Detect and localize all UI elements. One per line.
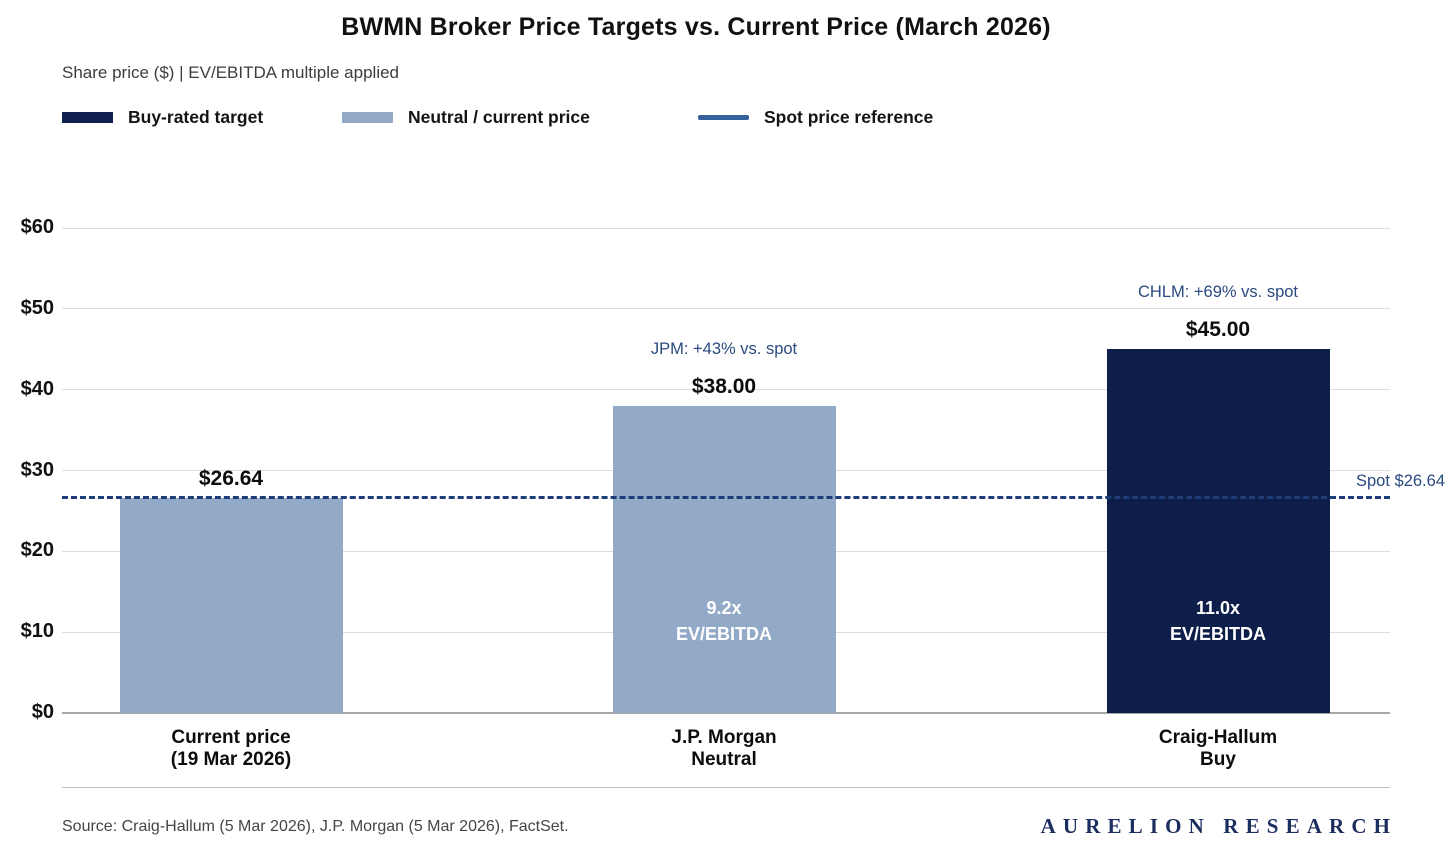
chart-title: BWMN Broker Price Targets vs. Current Pr… — [341, 13, 1051, 41]
y-tick-label: $10 — [20, 620, 54, 643]
buy-target-swatch-icon — [62, 111, 113, 123]
bar-neutral — [612, 405, 836, 713]
legend-item-spot-reference: Spot price reference — [698, 104, 933, 130]
legend-item-neutral-price: Neutral / current price — [342, 104, 590, 130]
footer-divider — [62, 787, 1390, 788]
bar-value-label: $38.00 — [691, 374, 757, 398]
y-tick-label: $60 — [20, 216, 54, 238]
legend-item-buy-target: Buy-rated target — [62, 104, 263, 130]
bar-broker-annotation: CHLM: +69% vs. spot — [1137, 283, 1299, 302]
gridline — [62, 308, 1390, 310]
x-category-label: Current price (19 Mar 2026) — [170, 727, 292, 771]
legend-label: Buy-rated target — [128, 106, 264, 127]
gridline — [62, 227, 1390, 229]
x-category-label: J.P. Morgan Neutral — [671, 727, 777, 771]
legend-label: Neutral / current price — [408, 106, 590, 127]
bar-multiple-label: 11.0x EV/EBITDA — [1169, 598, 1267, 645]
gridline — [62, 389, 1390, 391]
x-category-label: Craig-Hallum Buy — [1158, 727, 1278, 771]
bar-broker-annotation: JPM: +43% vs. spot — [650, 339, 798, 358]
chart-subtitle: Share price ($) | EV/EBITDA multiple app… — [62, 63, 400, 82]
neutral-price-swatch-icon — [342, 111, 393, 123]
bar-value-label: $26.64 — [198, 466, 264, 490]
bar-buy — [1106, 349, 1330, 713]
y-tick-label: $40 — [20, 377, 54, 400]
bar-value-label: $45.00 — [1185, 318, 1251, 342]
y-tick-label: $0 — [31, 701, 54, 723]
bar-current — [119, 497, 343, 713]
brand-logotype: AURELION RESEARCH — [1040, 814, 1398, 838]
spot-reference-label: Spot $26.64 — [1356, 471, 1445, 490]
y-tick-label: $20 — [20, 539, 54, 562]
y-tick-label: $30 — [20, 458, 54, 481]
y-tick-label: $50 — [20, 296, 54, 319]
spot-line-swatch-icon — [698, 114, 749, 120]
spot-reference-line — [62, 495, 1390, 499]
source-note: Source: Craig-Hallum (5 Mar 2026), J.P. … — [62, 818, 569, 835]
bar-multiple-label: 9.2x EV/EBITDA — [675, 598, 773, 645]
legend-label: Spot price reference — [764, 106, 934, 127]
x-axis-line — [62, 712, 1390, 714]
legend: Buy-rated target Neutral / current price… — [0, 104, 1456, 130]
